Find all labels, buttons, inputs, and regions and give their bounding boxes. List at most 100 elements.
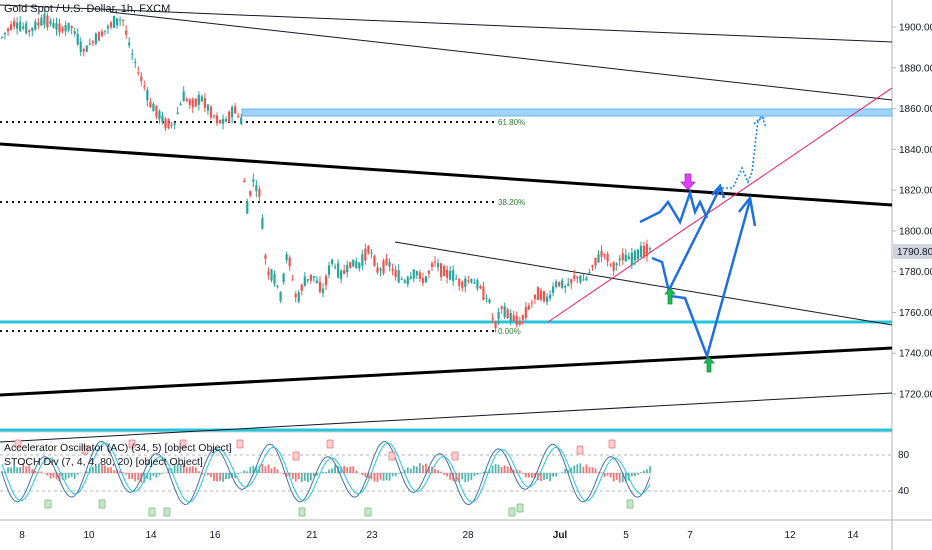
candle-body (555, 281, 558, 288)
candle-body (482, 286, 485, 301)
descending-trendline[interactable] (394, 241, 893, 326)
lower-thin-line[interactable] (0, 392, 893, 443)
stoch-indicator-label[interactable]: STOCH Div (7, 4, 4, 80, 20) [object Obje… (4, 456, 203, 468)
candle-body (267, 271, 270, 276)
ac-histogram-bar (621, 473, 624, 483)
ac-histogram-bar (355, 470, 358, 473)
ac-histogram-bar (113, 470, 115, 473)
ac-histogram-bar (43, 473, 46, 474)
bullish-divergence-marker (364, 507, 372, 517)
ac-histogram-bar (464, 473, 467, 483)
candle-body (288, 257, 291, 267)
projection-path-2[interactable] (651, 199, 752, 361)
upper-channel-line-2[interactable] (109, 11, 893, 101)
candle-body (315, 280, 319, 284)
time-tick-label: Jul (553, 530, 568, 541)
projection-dotted-path[interactable] (718, 117, 766, 189)
bearish-divergence-marker (608, 439, 616, 449)
bullish-divergence-marker (148, 507, 156, 517)
candle-body (349, 261, 352, 268)
ac-histogram-bar (555, 473, 558, 477)
projection-path-1[interactable] (639, 188, 709, 225)
ac-histogram-bar (119, 470, 121, 473)
candle-body (282, 273, 285, 283)
pink-trendline[interactable] (547, 87, 893, 323)
candle-body (494, 321, 497, 329)
ac-histogram-bar (13, 465, 16, 473)
ac-histogram-bar (255, 467, 258, 473)
bearish-divergence-marker (236, 439, 244, 449)
candle-body (391, 268, 394, 271)
candle-body (524, 307, 527, 318)
candle-body (539, 290, 543, 300)
ac-histogram-bar (343, 465, 346, 473)
candle-body (609, 264, 612, 266)
ac-histogram-bar (267, 464, 270, 473)
bearish-divergence-marker (128, 439, 136, 449)
price-axis[interactable]: 1900.00 1880.00 1860.00 1840.00 1820.00 1800.… (892, 23, 932, 401)
time-axis[interactable]: 8 10 14 16 21 23 28 Jul 5 7 12 14 (19, 530, 859, 541)
ac-histogram-bar (488, 469, 491, 473)
bullish-divergence-marker (44, 499, 52, 509)
candle-body (579, 276, 582, 283)
candle-body (118, 19, 122, 21)
candle-body (564, 285, 567, 288)
ac-histogram-bar (382, 473, 385, 481)
ac-histogram-bar (243, 470, 246, 473)
price-pane[interactable] (0, 0, 892, 430)
ac-histogram-bar (231, 473, 234, 478)
ac-histogram-bar (521, 473, 524, 474)
ac-histogram-bar (7, 467, 9, 473)
ac-histogram-bar (70, 473, 73, 477)
candle-body (597, 254, 600, 263)
buy-arrow-icon[interactable] (664, 287, 676, 305)
buy-arrow-icon[interactable] (703, 356, 715, 373)
ac-indicator-label[interactable]: Accelerator Oscillator (AC) (34, 5) [obj… (4, 442, 232, 454)
candle-body (361, 254, 364, 267)
ac-histogram-bar (352, 466, 355, 473)
candle-body (206, 104, 210, 111)
candle-body (512, 315, 515, 321)
indicator-pane[interactable] (0, 439, 892, 517)
candle-body (97, 32, 100, 41)
candlestick-series[interactable] (0, 9, 652, 333)
candle-body (209, 106, 213, 118)
ac-histogram-bar (473, 473, 476, 477)
sell-arrow-icon[interactable] (680, 173, 696, 191)
resistance-zone[interactable] (241, 108, 893, 117)
candle-body (639, 245, 643, 258)
candle-body (79, 41, 82, 52)
projection-path-3[interactable] (666, 187, 722, 293)
ac-histogram-bar (182, 463, 185, 473)
ac-histogram-bar (503, 465, 506, 473)
candle-body (452, 270, 455, 281)
candle-body (503, 306, 506, 318)
ac-histogram-bar (228, 473, 231, 479)
candle-body (352, 259, 355, 267)
upper-channel-line-1[interactable] (0, 4, 893, 43)
price-tick-label: 1760.00 (899, 308, 932, 319)
candle-body (615, 263, 618, 266)
candle-body (488, 299, 491, 303)
candle-body (648, 248, 652, 250)
candle-body (28, 30, 31, 33)
candle-body (467, 280, 470, 282)
candle-body (273, 273, 276, 284)
candle-body (612, 262, 615, 271)
candle-body (518, 321, 521, 325)
bullish-divergence-marker (516, 503, 524, 513)
ac-histogram-bar (479, 473, 482, 474)
ac-histogram-bar (146, 473, 149, 479)
thick-resistance-line[interactable] (0, 142, 893, 207)
ac-histogram-bar (406, 467, 409, 473)
ac-histogram-bar (549, 473, 551, 482)
ac-histogram-bar (491, 465, 494, 473)
candle-body (433, 261, 437, 263)
ac-histogram-bar (316, 473, 318, 476)
candle-body (594, 257, 597, 266)
thick-support-line[interactable] (0, 346, 893, 397)
time-tick-label: 8 (19, 530, 25, 541)
ac-histogram-bar (600, 472, 603, 473)
time-tick-label: 16 (209, 530, 221, 541)
